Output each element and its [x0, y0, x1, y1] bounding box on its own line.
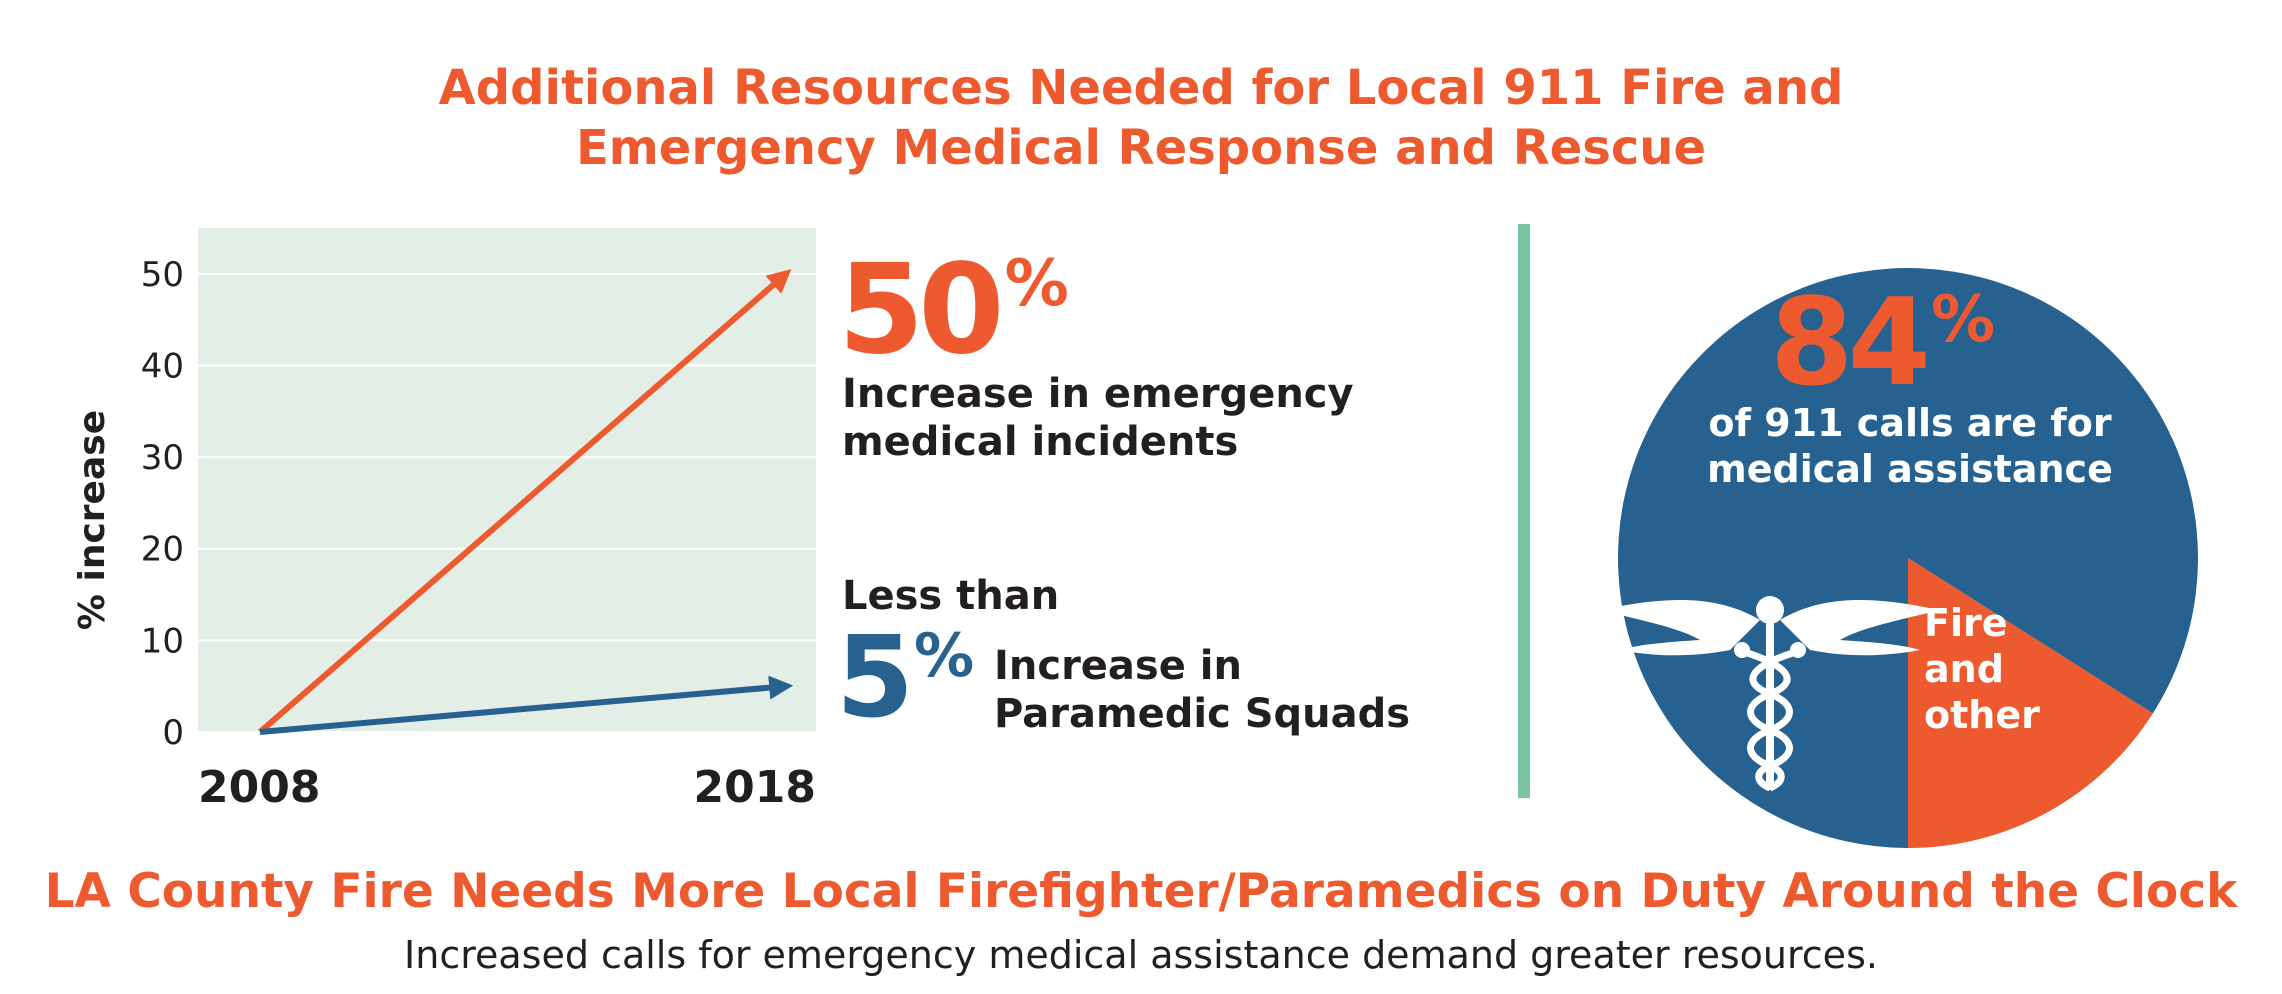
plot-background — [198, 228, 816, 732]
stat-paramedic-prefix: Less than — [842, 573, 1060, 619]
y-tick-label: 40 — [141, 346, 184, 386]
y-tick-label: 0 — [162, 713, 184, 753]
stat-emergency-label-line1: Increase in emergency — [842, 371, 1354, 417]
title-line-1: Additional Resources Needed for Local 91… — [438, 60, 1844, 116]
stat-paramedic-value: 5 — [836, 613, 914, 743]
stat-emergency-percent: 50% — [838, 248, 1069, 372]
pie-minor-label-line2: and — [1924, 647, 2004, 691]
pie-minor-label-line3: other — [1924, 693, 2040, 737]
bottom-headline: LA County Fire Needs More Local Firefigh… — [44, 864, 2238, 919]
stat-paramedic-sign: % — [913, 621, 975, 691]
y-tick-label: 10 — [141, 621, 184, 661]
line-chart: 0 10 20 30 40 50 % increase 2008 2018 — [72, 228, 816, 813]
stat-emergency-label: Increase in emergency medical incidents — [842, 370, 1354, 466]
stat-emergency-value: 50 — [838, 238, 1005, 382]
pie-chart — [1600, 268, 2198, 848]
series-line-0 — [258, 269, 792, 735]
pie-minor-label-line1: Fire — [1924, 601, 2008, 645]
pie-big-value: 84 — [1770, 274, 1931, 413]
stat-emergency-label-line2: medical incidents — [842, 419, 1239, 465]
pie-minor-label: Fire and other — [1924, 600, 2040, 738]
series-line-1 — [259, 675, 794, 735]
caduceus-icon — [1600, 596, 1940, 792]
title-line-2: Emergency Medical Response and Rescue — [575, 120, 1707, 176]
x-tick-label: 2008 — [198, 762, 320, 813]
bottom-subline: Increased calls for emergency medical as… — [404, 933, 1878, 977]
pie-big-sign: % — [1931, 283, 1996, 357]
y-tick-label: 50 — [141, 255, 184, 295]
y-tick-label: 30 — [141, 438, 184, 478]
stat-paramedic-label-line2: Paramedic Squads — [994, 691, 1411, 737]
page-title: Additional Resources Needed for Local 91… — [0, 58, 2282, 178]
pie-main-label-line1: of 911 calls are for — [1708, 401, 2112, 445]
y-axis-label: % increase — [72, 410, 113, 630]
pie-main-label-line2: medical assistance — [1707, 447, 2113, 491]
stat-emergency-sign: % — [1004, 247, 1069, 321]
x-tick-label: 2018 — [694, 762, 816, 813]
pie-big-percent: 84% — [1770, 284, 1995, 404]
pie-main-label: of 911 calls are for medical assistance — [1620, 400, 2200, 492]
y-tick-label: 20 — [141, 530, 184, 570]
pie-slice-fire-other — [1908, 558, 2153, 848]
stat-paramedic-percent: 5% — [836, 622, 974, 734]
stat-paramedic-label: Increase in Paramedic Squads — [994, 642, 1410, 738]
vertical-divider — [1518, 224, 1530, 798]
stat-paramedic-label-line1: Increase in — [994, 643, 1242, 689]
